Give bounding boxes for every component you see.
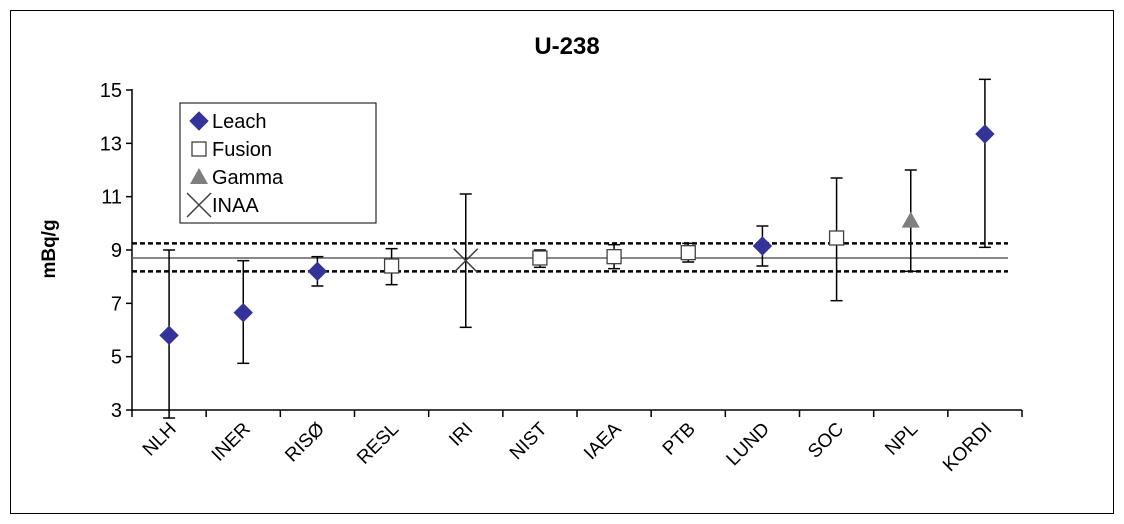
y-tick-label: 11: [101, 187, 122, 209]
x-tick-label: LUND: [723, 419, 774, 470]
legend-marker-gamma: [190, 168, 208, 184]
chart-title: U-238: [534, 33, 599, 60]
point-fusion: [828, 230, 845, 246]
point-leach: [233, 302, 253, 323]
y-tick-label: 3: [111, 400, 122, 422]
x-tick-label: RISØ: [281, 419, 329, 467]
legend-box: [179, 102, 377, 224]
point-gamma: [901, 211, 920, 228]
point-leach: [975, 124, 995, 144]
legend-marker-leach: [189, 111, 209, 131]
legend-label: INAA: [212, 195, 259, 217]
y-tick-label: 13: [100, 133, 122, 155]
point-fusion: [532, 250, 548, 266]
x-tick-label: KORDI: [939, 419, 996, 476]
point-leach: [159, 325, 179, 346]
point-fusion: [680, 245, 696, 261]
y-tick-label: 9: [111, 240, 122, 262]
point-inaa: [453, 248, 479, 274]
chart-frame: [10, 10, 1114, 514]
legend-label: Leach: [212, 111, 267, 133]
x-tick-label: RESL: [353, 419, 403, 469]
point-fusion: [606, 249, 622, 265]
x-tick-label: NPL: [881, 419, 922, 460]
x-tick-label: INER: [208, 419, 255, 466]
y-axis-label: mBq/g: [39, 219, 60, 278]
x-tick-label: IRI: [445, 419, 477, 451]
y-tick-label: 5: [111, 347, 122, 369]
legend-label: Fusion: [212, 139, 272, 161]
y-tick-label: 15: [100, 80, 122, 102]
y-tick-label: 7: [111, 293, 122, 315]
x-tick-label: IAEA: [580, 418, 626, 464]
legend-label: Gamma: [212, 167, 284, 189]
marker-stroke: [453, 248, 479, 274]
marker-stroke: [186, 192, 212, 218]
legend: Leach Fusion Gamma INAA: [179, 102, 377, 224]
x-tick-label: SOC: [804, 419, 848, 463]
x-tick-label: NIST: [506, 418, 552, 464]
legend-marker-fusion: [191, 141, 207, 157]
point-leach: [307, 261, 328, 282]
legend-marker-inaa: [186, 192, 212, 218]
point-fusion: [383, 258, 400, 274]
point-leach: [752, 236, 773, 256]
x-tick-label: NLH: [139, 419, 181, 461]
x-tick-label: PTB: [659, 419, 700, 460]
